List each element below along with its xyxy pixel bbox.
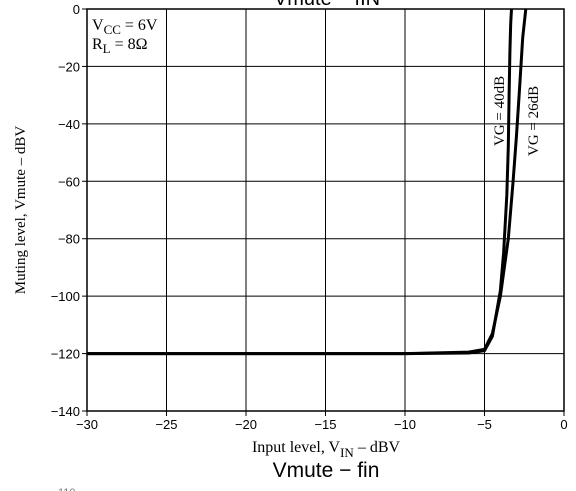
- series-label-vg26: VG = 26dB: [526, 86, 542, 156]
- chart-grid: [87, 9, 564, 411]
- y-tick-label: −60: [58, 174, 80, 189]
- x-tick-label: −5: [477, 417, 492, 432]
- y-tick-label: −100: [51, 289, 80, 304]
- x-axis-label: Input level, VIN – dBV: [252, 439, 401, 460]
- y-tick-label: −40: [58, 117, 80, 132]
- y-axis-label: Muting level, Vmute – dBV: [13, 126, 29, 295]
- chart-ticks: −30 −25 −20 −15 −10 −5 0 0 −20 −40 −60 −80 −100 −120 −…: [51, 2, 568, 432]
- condition-vcc: VCC = 6V: [92, 17, 158, 37]
- x-tick-label: −30: [76, 417, 98, 432]
- series-label-vg40: VG = 40dB: [492, 76, 508, 146]
- y-tick-label: −20: [58, 59, 80, 74]
- x-tick-label: −20: [235, 417, 257, 432]
- series-line-vg26: [87, 8, 528, 356]
- y-tick-label: −140: [51, 404, 80, 419]
- x-tick-label: −10: [394, 417, 416, 432]
- footer-fragment: 110: [58, 487, 76, 491]
- y-tick-label: 0: [73, 2, 80, 17]
- x-tick-label: −15: [314, 417, 336, 432]
- condition-rl: RL = 8Ω: [92, 36, 148, 56]
- chart-title: Vmute − fIN: [274, 0, 380, 10]
- y-tick-label: −120: [51, 347, 80, 362]
- x-tick-label: 0: [560, 417, 567, 432]
- bottom-title: Vmute − fin: [273, 459, 380, 482]
- chart-series: [87, 8, 528, 356]
- y-tick-label: −80: [58, 232, 80, 247]
- x-tick-label: −25: [155, 417, 177, 432]
